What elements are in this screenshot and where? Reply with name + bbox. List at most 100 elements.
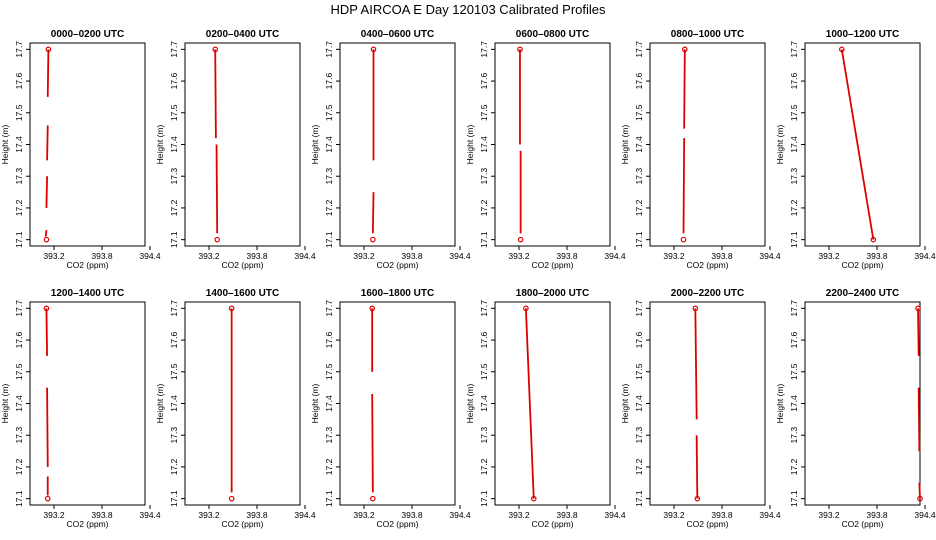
y-tick-label: 17.5: [634, 363, 644, 380]
y-tick-label: 17.7: [789, 300, 799, 317]
profile-panel: 2000–2200 UTC 393.2 393.8 394.4 CO2 (ppm) 17.…: [620, 288, 781, 529]
x-axis-label: CO2 (ppm): [531, 260, 573, 270]
y-tick-label: 17.1: [169, 231, 179, 248]
plot-frame: [339, 301, 456, 506]
profile-line-segment: [215, 144, 219, 234]
y-axis-label: Height (m): [0, 384, 10, 424]
y-tick-label: 17.2: [169, 199, 179, 216]
x-tick-label: 393.2: [198, 510, 220, 520]
x-tick-label: 393.2: [508, 251, 530, 261]
data-point: [369, 305, 376, 312]
x-tick-label: 393.2: [43, 510, 65, 520]
x-tick-label: 393.2: [353, 510, 375, 520]
profile-line-segment: [840, 49, 875, 240]
x-axis-label: CO2 (ppm): [221, 519, 263, 529]
y-tick-label: 17.2: [324, 199, 334, 216]
x-tick-label: 394.4: [604, 251, 626, 261]
x-axis-label: CO2 (ppm): [686, 519, 728, 529]
y-tick-label: 17.3: [14, 427, 24, 444]
y-tick-label: 17.7: [169, 41, 179, 58]
x-tick-label: 393.2: [663, 510, 685, 520]
x-tick-label: 393.8: [91, 510, 113, 520]
x-tick-label: 394.4: [449, 510, 471, 520]
profile-panel: 1200–1400 UTC 393.2 393.8 394.4 CO2 (ppm) 17.…: [0, 288, 161, 529]
data-point: [45, 46, 52, 53]
x-tick-label: 393.2: [818, 510, 840, 520]
x-axis-label: CO2 (ppm): [66, 519, 108, 529]
x-tick-label: 394.4: [139, 510, 161, 520]
y-tick-label: 17.2: [479, 199, 489, 216]
data-point: [680, 236, 687, 243]
y-tick-label: 17.6: [789, 332, 799, 349]
y-tick-label: 17.2: [479, 458, 489, 475]
x-axis-label: CO2 (ppm): [531, 519, 573, 529]
y-tick-label: 17.6: [324, 332, 334, 349]
y-tick-label: 17.7: [14, 41, 24, 58]
y-axis-label: Height (m): [775, 384, 785, 424]
y-tick-label: 17.6: [14, 332, 24, 349]
plot-frame: [649, 42, 766, 247]
x-tick-label: 394.4: [914, 251, 936, 261]
y-tick-label: 17.6: [169, 332, 179, 349]
y-tick-label: 17.2: [634, 458, 644, 475]
x-tick-label: 393.2: [198, 251, 220, 261]
profile-line-segment: [917, 308, 920, 356]
y-tick-label: 17.7: [479, 300, 489, 317]
x-tick-label: 393.8: [246, 251, 268, 261]
data-point: [44, 495, 51, 502]
profile-line-segment: [683, 49, 686, 129]
profile-panel: 1000–1200 UTC 393.2 393.8 394.4 CO2 (ppm) 17.…: [775, 29, 936, 270]
x-tick-label: 394.4: [449, 251, 471, 261]
data-point: [682, 46, 688, 53]
y-tick-label: 17.4: [14, 395, 24, 412]
panel-title: 2000–2200 UTC: [671, 288, 744, 299]
y-tick-label: 17.3: [169, 168, 179, 185]
y-axis-label: Height (m): [620, 125, 630, 165]
y-tick-label: 17.5: [14, 104, 24, 121]
data-point: [212, 46, 219, 53]
y-tick-label: 17.3: [479, 168, 489, 185]
figure-title: HDP AIRCOA E Day 120103 Calibrated Profi…: [330, 2, 606, 17]
y-axis-label: Height (m): [465, 384, 475, 424]
data-point: [838, 46, 845, 53]
y-axis-label: Height (m): [310, 384, 320, 424]
data-point: [694, 495, 701, 502]
y-axis-label: Height (m): [620, 384, 630, 424]
y-tick-label: 17.5: [169, 363, 179, 380]
y-tick-label: 17.1: [479, 231, 489, 248]
data-point: [370, 495, 376, 502]
profile-panel: 1400–1600 UTC 393.2 393.8 394.4 CO2 (ppm) 17.…: [155, 288, 316, 529]
y-tick-label: 17.3: [634, 427, 644, 444]
y-tick-label: 17.6: [479, 332, 489, 349]
plot-frame: [339, 42, 456, 247]
x-tick-label: 394.4: [139, 251, 161, 261]
y-tick-label: 17.7: [789, 41, 799, 58]
y-tick-label: 17.3: [789, 168, 799, 185]
y-tick-label: 17.4: [14, 136, 24, 153]
y-tick-label: 17.4: [479, 136, 489, 153]
y-tick-label: 17.5: [169, 104, 179, 121]
y-axis-label: Height (m): [155, 125, 165, 165]
y-tick-label: 17.1: [634, 231, 644, 248]
profile-panel: 2200–2400 UTC 393.2 393.8 394.4 CO2 (ppm) 17.…: [775, 288, 936, 529]
x-axis-label: CO2 (ppm): [686, 260, 728, 270]
y-tick-label: 17.5: [634, 104, 644, 121]
y-axis-label: Height (m): [155, 384, 165, 424]
panel-title: 1200–1400 UTC: [51, 288, 124, 299]
profile-line-segment: [45, 176, 48, 208]
x-tick-label: 393.8: [711, 510, 733, 520]
plot-frame: [649, 301, 766, 506]
profile-line-segment: [44, 230, 48, 237]
y-tick-label: 17.4: [169, 395, 179, 412]
profile-line-segment: [45, 308, 48, 356]
x-tick-label: 393.2: [663, 251, 685, 261]
y-tick-label: 17.5: [479, 104, 489, 121]
profile-line-segment: [694, 308, 698, 420]
y-tick-label: 17.6: [634, 73, 644, 90]
x-tick-label: 393.2: [353, 251, 375, 261]
x-axis-label: CO2 (ppm): [66, 260, 108, 270]
x-axis-label: CO2 (ppm): [221, 260, 263, 270]
x-axis-label: CO2 (ppm): [376, 260, 418, 270]
y-tick-label: 17.3: [789, 427, 799, 444]
